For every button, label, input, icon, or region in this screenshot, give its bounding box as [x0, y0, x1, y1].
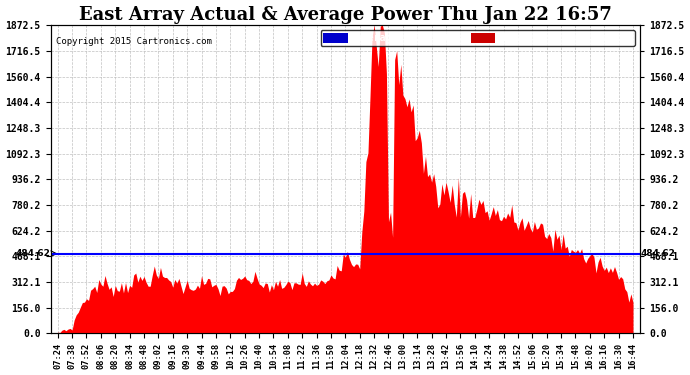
- Text: 484.62: 484.62: [641, 249, 676, 258]
- Text: 484.62: 484.62: [15, 249, 50, 258]
- Title: East Array Actual & Average Power Thu Jan 22 16:57: East Array Actual & Average Power Thu Ja…: [79, 6, 612, 24]
- Legend: Average  (DC Watts), East Array  (DC Watts): Average (DC Watts), East Array (DC Watts…: [321, 30, 635, 46]
- Text: Copyright 2015 Cartronics.com: Copyright 2015 Cartronics.com: [57, 38, 213, 46]
